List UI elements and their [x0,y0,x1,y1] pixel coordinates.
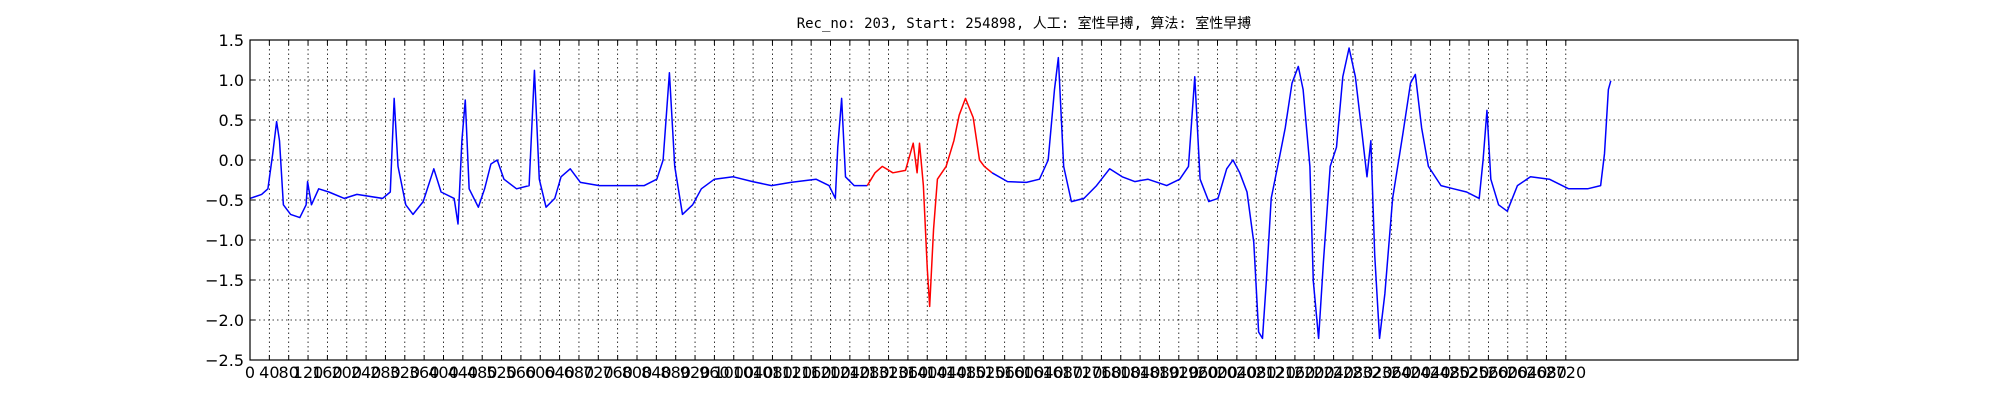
x-tick-label: 360 [409,363,440,382]
x-tick-label: 2200 [1294,363,1335,382]
x-tick-label: 320 [390,363,421,382]
x-tick-label: 1000 [713,363,754,382]
x-tick-label: 1800 [1100,363,1141,382]
x-tick-label: 1920 [1158,363,1199,382]
x-tick-label: 1760 [1081,363,1122,382]
x-tick-label: 480 [467,363,498,382]
x-tick-label: 280 [370,363,401,382]
x-tick-label: 120 [293,363,324,382]
x-tick-label: 840 [641,363,672,382]
x-tick-label: 0 [245,363,255,382]
ecg-line [249,69,868,225]
x-tick-label: 1480 [946,363,987,382]
y-tick-label: 1.5 [219,31,244,50]
x-tick-label: 2040 [1216,363,1257,382]
y-tick-label: −2.0 [205,311,244,330]
x-tick-label: 2640 [1507,363,1548,382]
chart-title: Rec_no: 203, Start: 254898, 人工: 室性早搏, 算法… [797,15,1252,32]
x-tick-label: 2320 [1352,363,1393,382]
y-tick-label: −0.5 [205,191,244,210]
x-tick-label: 1320 [868,363,909,382]
x-tick-label: 2720 [1545,363,1586,382]
x-tick-label: 2520 [1449,363,1490,382]
x-tick-label: 2240 [1313,363,1354,382]
y-tick-label: 0.5 [219,111,244,130]
x-tick-label: 1360 [888,363,929,382]
x-tick-label: 520 [486,363,517,382]
x-tick-label: 640 [544,363,575,382]
x-tick-label: 2400 [1391,363,1432,382]
x-tick-label: 1840 [1120,363,1161,382]
x-tick-label: 160 [312,363,343,382]
x-tick-label: 1680 [1042,363,1083,382]
x-tick-label: 1040 [733,363,774,382]
x-tick-label: 2120 [1255,363,1296,382]
x-tick-label: 920 [680,363,711,382]
x-tick-label: 40 [259,363,279,382]
x-tick-label: 1640 [1023,363,1064,382]
x-tick-label: 1080 [752,363,793,382]
y-tick-label: −1.0 [205,231,244,250]
x-tick-label: 880 [660,363,691,382]
x-tick-label: 1400 [907,363,948,382]
x-tick-label: 1520 [965,363,1006,382]
x-tick-label: 1600 [1004,363,1045,382]
x-tick-label: 1240 [829,363,870,382]
ecg-line [866,97,993,308]
x-tick-label: 2000 [1197,363,1238,382]
x-tick-label: 2360 [1371,363,1412,382]
x-tick-label: 1560 [984,363,1025,382]
y-tick-label: 0.0 [219,151,244,170]
x-tick-label: 2560 [1468,363,1509,382]
x-tick-label: 760 [602,363,633,382]
x-tick-label: 2440 [1410,363,1451,382]
x-tick-label: 1960 [1178,363,1219,382]
x-tick-label: 1720 [1062,363,1103,382]
x-tick-label: 1880 [1139,363,1180,382]
x-tick-label: 1280 [849,363,890,382]
plot-frame [249,39,1799,361]
y-tick-label: 1.0 [219,71,244,90]
x-tick-label: 1440 [926,363,967,382]
x-tick-label: 2280 [1333,363,1374,382]
x-tick-label: 1120 [771,363,812,382]
x-tick-label: 1200 [810,363,851,382]
x-tick-label: 440 [448,363,479,382]
x-tick-label: 2080 [1236,363,1277,382]
x-tick-label: 2680 [1526,363,1567,382]
x-tick-label: 200 [331,363,362,382]
y-tick-label: −2.5 [205,351,244,370]
x-tick-label: 1160 [791,363,832,382]
x-tick-label: 2480 [1429,363,1470,382]
x-tick-label: 720 [583,363,614,382]
x-tick-label: 960 [699,363,730,382]
y-tick-label: −1.5 [205,271,244,290]
x-tick-label: 240 [351,363,382,382]
x-tick-label: 680 [564,363,595,382]
x-tick-label: 2600 [1487,363,1528,382]
x-tick-label: 80 [279,363,299,382]
x-tick-label: 560 [506,363,537,382]
x-tick-label: 600 [525,363,556,382]
ecg-line [991,47,1612,340]
x-tick-label: 400 [428,363,459,382]
x-tick-label: 800 [622,363,653,382]
x-tick-label: 2160 [1275,363,1316,382]
